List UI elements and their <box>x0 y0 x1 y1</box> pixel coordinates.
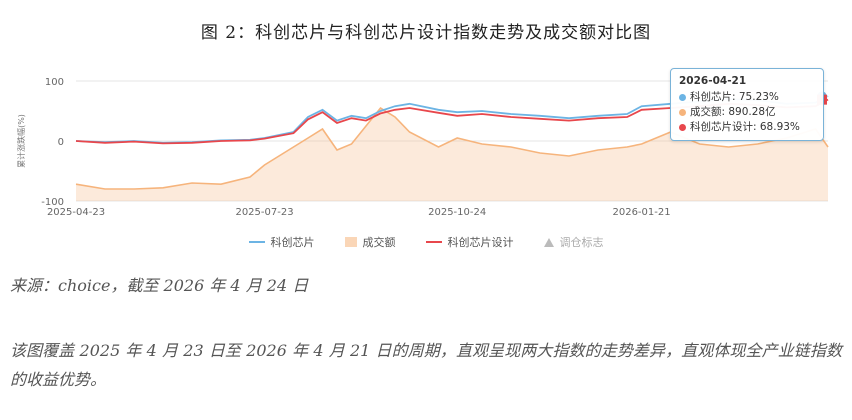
tooltip-row: 科创芯片: 75.23% <box>679 90 815 105</box>
figure-title: 图 2：科创芯片与科创芯片设计指数走势及成交额对比图 <box>200 23 652 43</box>
tooltip-row: 科创芯片设计: 68.93% <box>679 120 815 135</box>
x-tick-label: 2026-01-21 <box>612 207 670 218</box>
turnover-area <box>76 108 828 201</box>
source-note: 来源：choice，截至 2026 年 4 月 24 日 <box>10 276 309 295</box>
y-axis-label: 累计涨跌幅(%) <box>16 114 26 168</box>
tooltip-row: 成交额: 890.28亿 <box>679 105 815 120</box>
line-swatch-icon <box>248 241 265 243</box>
y-tick-label: 100 <box>45 77 64 88</box>
tooltip-date: 2026-04-21 <box>679 75 747 87</box>
y-tick-label: -100 <box>41 197 64 208</box>
legend-item-chip-design[interactable]: 科创芯片设计 <box>425 234 514 250</box>
series-dot-icon <box>679 123 686 131</box>
legend-item-turnover[interactable]: 成交额 <box>344 234 396 250</box>
triangle-marker-icon <box>543 237 554 247</box>
x-tick-label: 2025-04-23 <box>47 207 105 218</box>
figure-caption: 该图覆盖 2025 年 4 月 23 日至 2026 年 4 月 21 日的周期… <box>10 341 842 389</box>
series-dot-icon <box>679 108 686 116</box>
series-dot-icon <box>679 93 686 101</box>
legend-item-kechuang-chip[interactable]: 科创芯片 <box>248 234 315 250</box>
x-tick-label: 2025-10-24 <box>428 207 486 218</box>
area-swatch-icon <box>344 237 357 247</box>
y-tick-label: 0 <box>58 137 64 148</box>
legend-item-rebalance-marker[interactable]: 调仓标志 <box>543 234 604 250</box>
line-swatch-icon <box>425 241 442 243</box>
chart-legend: 科创芯片 成交额 科创芯片设计 调仓标志 <box>0 234 852 250</box>
x-tick-label: 2025-07-23 <box>235 207 293 218</box>
chart-tooltip: 2026-04-21 科创芯片: 75.23% 成交额: 890.28亿 科创芯… <box>670 68 824 141</box>
